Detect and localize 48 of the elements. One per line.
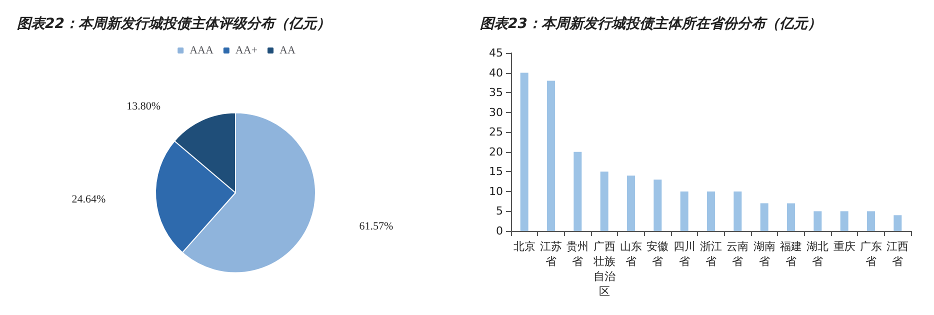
x-tick-label: 重庆: [833, 240, 856, 253]
x-tick-label: 福建省: [780, 240, 802, 268]
data-label: 61.57%: [359, 220, 394, 233]
bar: [894, 215, 902, 231]
x-tick-label: 湖南省: [753, 240, 776, 268]
x-tick-label: 浙江省: [700, 240, 722, 268]
bar: [680, 191, 688, 231]
data-label: 24.64%: [72, 193, 106, 206]
y-tick-label: 15: [489, 165, 503, 178]
bar: [654, 180, 662, 231]
y-tick-label: 30: [489, 106, 503, 119]
bar: [547, 80, 555, 231]
bar: [787, 203, 795, 231]
y-tick-label: 25: [489, 126, 503, 139]
x-tick-label: 广东省: [860, 240, 882, 268]
x-tick-label: 江苏省: [540, 240, 562, 268]
bar: [520, 72, 528, 231]
data-label: 13.80%: [126, 100, 161, 113]
x-tick-label: 山东省: [620, 240, 642, 268]
bar: [814, 211, 822, 231]
y-tick-label: 10: [489, 184, 503, 198]
bar: [867, 211, 875, 231]
chart-title: 图表23：本周新发行城投债主体所在省份分布（亿元）: [480, 15, 822, 32]
bar: [734, 191, 742, 231]
y-tick-label: 45: [489, 46, 503, 60]
x-tick-label: 江西省: [886, 240, 909, 268]
bar: [840, 211, 848, 231]
y-tick-label: 5: [496, 204, 503, 218]
bar: [627, 176, 635, 231]
y-tick-label: 20: [489, 145, 503, 158]
bar: [760, 203, 768, 231]
chart-title: 图表22：本周新发行城投债主体评级分布（亿元）: [17, 15, 330, 32]
x-tick-label: 广西壮族自治区: [592, 240, 616, 298]
x-tick-label: 北京: [513, 240, 536, 253]
legend-label: AAA: [190, 44, 214, 56]
bar: [574, 152, 582, 231]
bar: [707, 191, 715, 231]
x-tick-label: 安徽省: [646, 240, 669, 268]
legend-label: AA: [280, 44, 296, 56]
y-tick-label: 40: [489, 66, 503, 80]
legend-label: AA+: [235, 44, 258, 56]
x-tick-label: 湖北省: [806, 240, 829, 268]
x-tick-label: 贵州省: [566, 240, 589, 268]
x-tick-label: 四川省: [673, 240, 696, 268]
bar: [600, 172, 608, 231]
y-tick-label: 35: [489, 86, 503, 100]
y-tick-label: 0: [496, 224, 503, 238]
x-tick-label: 云南省: [726, 240, 749, 268]
